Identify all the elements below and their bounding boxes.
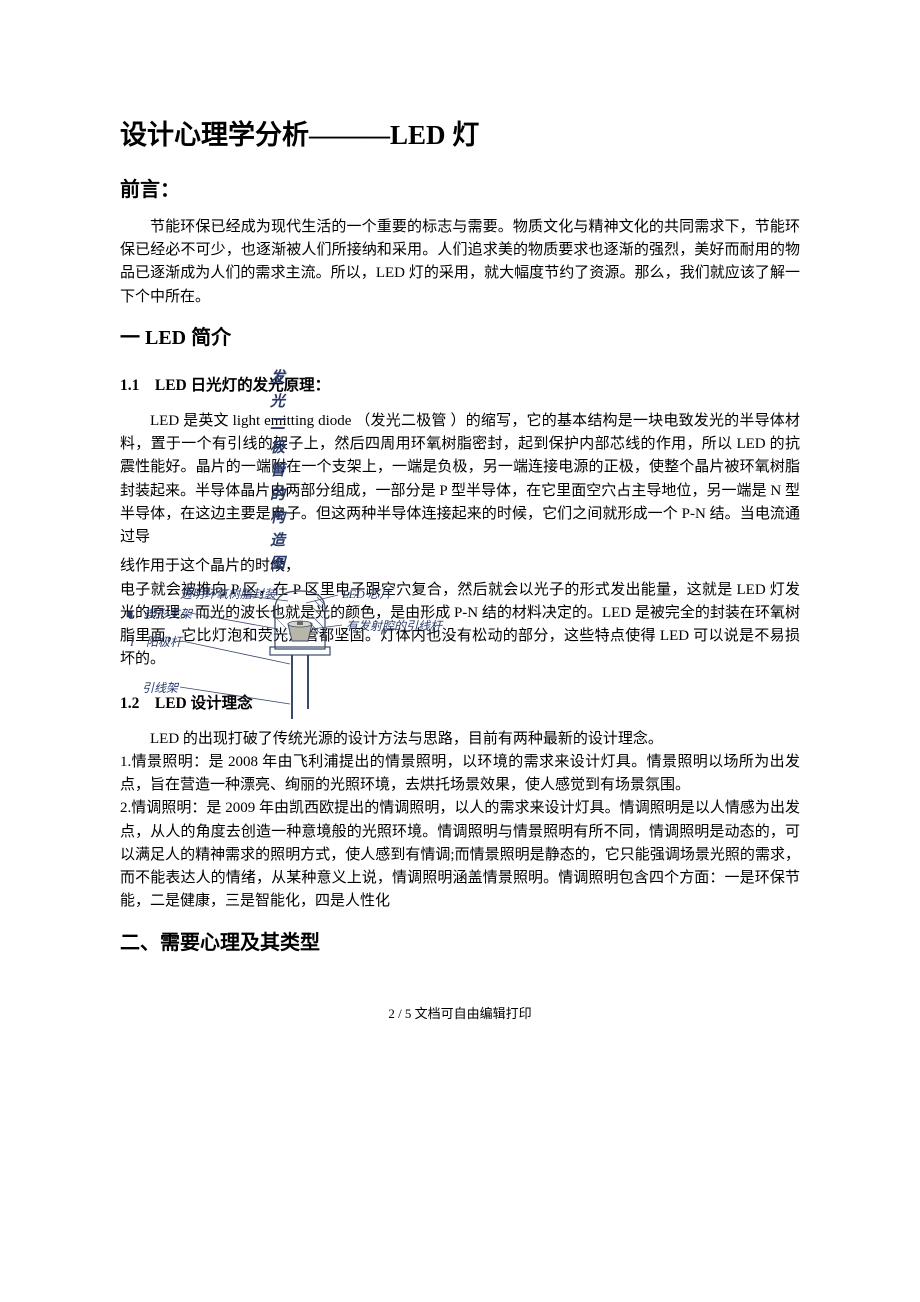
section2-heading: 二、需要心理及其类型	[120, 928, 800, 959]
page-footer: 2 / 5 文档可自由编辑打印	[120, 1004, 800, 1024]
page-title: 设计心理学分析———LED 灯	[120, 115, 800, 157]
section1-heading: 一 LED 简介	[120, 323, 800, 354]
section1-1-heading: 1.1 LED 日光灯的发光原理：	[120, 374, 800, 398]
section1-2-item1: 1.情景照明：是 2008 年由飞利浦提出的情景照明，以环境的需求来设计灯具。情…	[120, 751, 800, 798]
preface-heading: 前言：	[120, 175, 800, 206]
preface-body: 节能环保已经成为现代生活的一个重要的标志与需要。物质文化与精神文化的共同需求下，…	[120, 216, 800, 309]
section1-1-body1: LED 是英文 light emitting diode （发光二极管 ）的缩写…	[120, 410, 800, 550]
section1-2-item2: 2.情调照明：是 2009 年由凯西欧提出的情调照明，以人的需求来设计灯具。情调…	[120, 797, 800, 913]
